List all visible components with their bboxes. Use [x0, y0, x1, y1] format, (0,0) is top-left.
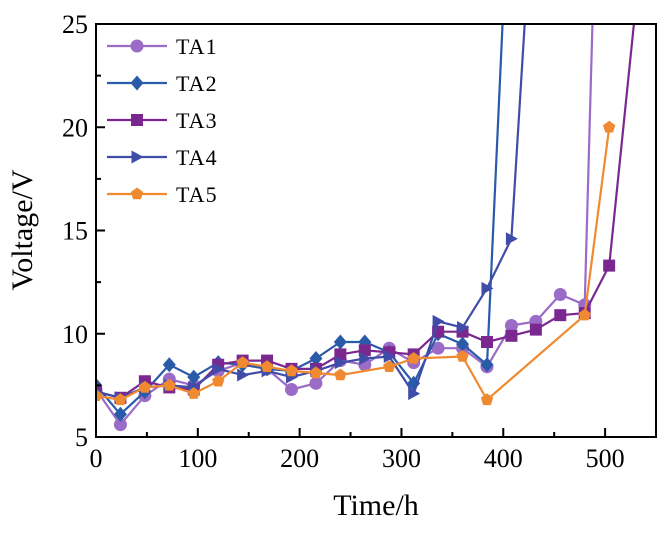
- data-point-TA5: [212, 374, 225, 387]
- data-point-TA5: [285, 364, 298, 377]
- legend-item-TA3: TA3: [107, 108, 218, 133]
- data-point-TA3: [529, 323, 542, 336]
- data-point-TA5: [187, 387, 200, 399]
- data-point-TA4: [334, 356, 347, 370]
- series-TA1: [96, 24, 594, 432]
- x-tick-label: 500: [586, 444, 625, 473]
- y-tick-label: 15: [62, 217, 88, 246]
- x-tick-label: 400: [484, 444, 523, 473]
- data-point-TA5: [456, 350, 469, 362]
- data-point-TA5: [260, 360, 274, 372]
- data-point-TA4: [505, 232, 518, 246]
- data-point-TA1: [431, 341, 445, 355]
- data-point-TA5: [407, 352, 420, 364]
- data-point-TA4: [359, 352, 372, 366]
- series-TA3: [96, 24, 636, 404]
- y-axis-title: Voltage/V: [6, 169, 39, 290]
- y-tick-label: 25: [62, 10, 88, 39]
- legend-label: TA4: [176, 145, 218, 170]
- legend-marker: [130, 39, 144, 53]
- series-TA2: [96, 24, 504, 422]
- legend-item-TA2: TA2: [107, 71, 218, 96]
- legend-label: TA3: [176, 108, 218, 133]
- data-point-TA4: [481, 281, 494, 295]
- data-point-TA3: [358, 344, 371, 357]
- y-tick-label: 5: [75, 423, 88, 452]
- data-point-TA3: [603, 259, 616, 272]
- data-point-TA1: [504, 318, 518, 332]
- data-point-TA3: [480, 336, 493, 349]
- data-point-TA5: [603, 120, 616, 133]
- x-axis-title: Time/h: [333, 489, 419, 522]
- data-point-TA4: [237, 368, 250, 382]
- data-point-TA4: [457, 321, 470, 335]
- legend-item-TA1: TA1: [107, 34, 218, 59]
- legend-marker: [131, 150, 144, 164]
- x-tick-label: 200: [280, 444, 319, 473]
- legend-label: TA5: [176, 182, 218, 207]
- series-line-TA2: [96, 24, 504, 416]
- data-point-TA2: [480, 357, 494, 373]
- data-point-TA5: [236, 356, 249, 368]
- data-point-TA4: [383, 349, 396, 363]
- data-point-TA2: [456, 336, 470, 352]
- series-TA5: [96, 120, 616, 406]
- legend-label: TA2: [176, 71, 218, 96]
- data-point-TA5: [578, 308, 591, 321]
- data-point-TA4: [408, 387, 421, 401]
- y-tick-label: 10: [62, 320, 88, 349]
- series-line-TA1: [96, 24, 594, 426]
- data-point-TA2: [187, 369, 201, 385]
- series-line-TA5: [96, 127, 611, 401]
- data-point-TA5: [383, 360, 396, 372]
- legend-item-TA4: TA4: [107, 145, 218, 170]
- data-point-TA5: [309, 366, 323, 379]
- series-layer: [96, 24, 636, 432]
- data-point-TA3: [334, 348, 347, 361]
- legend-label: TA1: [176, 34, 218, 59]
- data-point-TA1: [553, 288, 567, 302]
- data-point-TA4: [212, 362, 225, 376]
- x-tick-label: 0: [90, 444, 103, 473]
- data-point-TA1: [309, 376, 323, 390]
- data-point-TA5: [163, 378, 176, 391]
- axes: 0 100 200 300 400 500 5 10 15 20 25: [62, 10, 657, 473]
- data-point-TA5: [334, 368, 347, 381]
- data-point-TA3: [554, 309, 567, 322]
- data-point-TA5: [114, 393, 127, 406]
- data-point-TA2: [333, 334, 347, 350]
- legend-marker: [130, 75, 144, 91]
- data-point-TA1: [113, 418, 127, 432]
- legend: TA1 TA2 TA3 TA4 TA5: [107, 34, 218, 207]
- legend-marker: [130, 187, 144, 200]
- data-point-TA2: [113, 406, 127, 422]
- data-point-TA3: [505, 329, 518, 342]
- data-point-TA5: [138, 380, 152, 393]
- data-point-TA2: [309, 351, 323, 367]
- x-tick-label: 100: [178, 444, 217, 473]
- data-point-TA5: [96, 389, 103, 401]
- x-tick-label: 300: [382, 444, 421, 473]
- legend-item-TA5: TA5: [107, 182, 218, 207]
- data-point-TA4: [432, 314, 445, 328]
- legend-marker: [131, 114, 143, 126]
- data-point-TA5: [480, 393, 494, 406]
- data-point-TA1: [284, 383, 298, 397]
- y-tick-label: 20: [62, 113, 88, 142]
- data-point-TA2: [162, 357, 176, 373]
